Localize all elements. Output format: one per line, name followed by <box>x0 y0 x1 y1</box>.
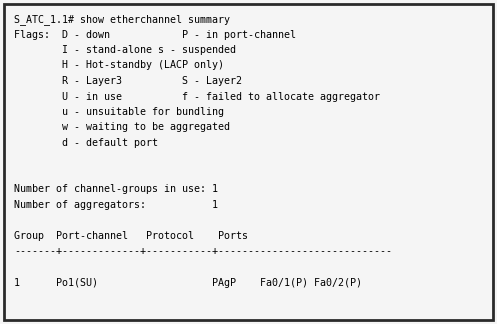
Text: I - stand-alone s - suspended: I - stand-alone s - suspended <box>14 45 236 55</box>
Text: u - unsuitable for bundling: u - unsuitable for bundling <box>14 107 224 117</box>
Text: R - Layer3          S - Layer2: R - Layer3 S - Layer2 <box>14 76 242 86</box>
Text: Number of channel-groups in use: 1: Number of channel-groups in use: 1 <box>14 184 218 194</box>
Text: d - default port: d - default port <box>14 138 158 148</box>
Text: Flags:  D - down            P - in port-channel: Flags: D - down P - in port-channel <box>14 29 296 40</box>
Text: S_ATC_1.1# show etherchannel summary: S_ATC_1.1# show etherchannel summary <box>14 14 230 25</box>
Text: U - in use          f - failed to allocate aggregator: U - in use f - failed to allocate aggreg… <box>14 91 380 101</box>
Text: H - Hot-standby (LACP only): H - Hot-standby (LACP only) <box>14 61 224 71</box>
Text: w - waiting to be aggregated: w - waiting to be aggregated <box>14 122 230 133</box>
Text: -------+-------------+-----------+-----------------------------: -------+-------------+-----------+------… <box>14 247 392 257</box>
Text: 1      Po1(SU)                   PAgP    Fa0/1(P) Fa0/2(P): 1 Po1(SU) PAgP Fa0/1(P) Fa0/2(P) <box>14 277 362 287</box>
Text: Number of aggregators:           1: Number of aggregators: 1 <box>14 200 218 210</box>
Text: Group  Port-channel   Protocol    Ports: Group Port-channel Protocol Ports <box>14 231 248 241</box>
